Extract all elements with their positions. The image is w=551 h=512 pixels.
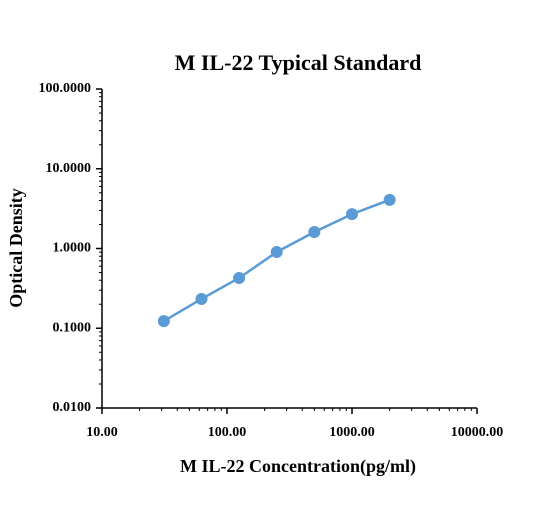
x-tick-label: 100.00 xyxy=(208,425,247,440)
y-tick-label: 0.0100 xyxy=(53,400,92,415)
y-tick-label: 100.0000 xyxy=(39,81,92,96)
data-point xyxy=(308,226,321,239)
data-point xyxy=(346,208,358,221)
chart-title: M IL-22 Typical Standard xyxy=(175,50,422,75)
y-tick-label: 0.1000 xyxy=(53,320,92,335)
data-point xyxy=(157,315,170,328)
x-tick-label: 10000.00 xyxy=(451,425,504,440)
data-point xyxy=(195,292,208,305)
x-axis-title: M IL-22 Concentration(pg/ml) xyxy=(180,456,416,477)
data-point xyxy=(383,193,396,206)
data-point xyxy=(233,271,246,284)
y-tick-label: 1.0000 xyxy=(53,241,92,256)
x-tick-label: 10.00 xyxy=(86,425,118,440)
y-axis-title: Optical Density xyxy=(6,188,26,308)
x-tick-label: 1000.00 xyxy=(329,425,375,440)
data-point xyxy=(270,245,283,258)
y-tick-label: 10.0000 xyxy=(46,161,92,176)
